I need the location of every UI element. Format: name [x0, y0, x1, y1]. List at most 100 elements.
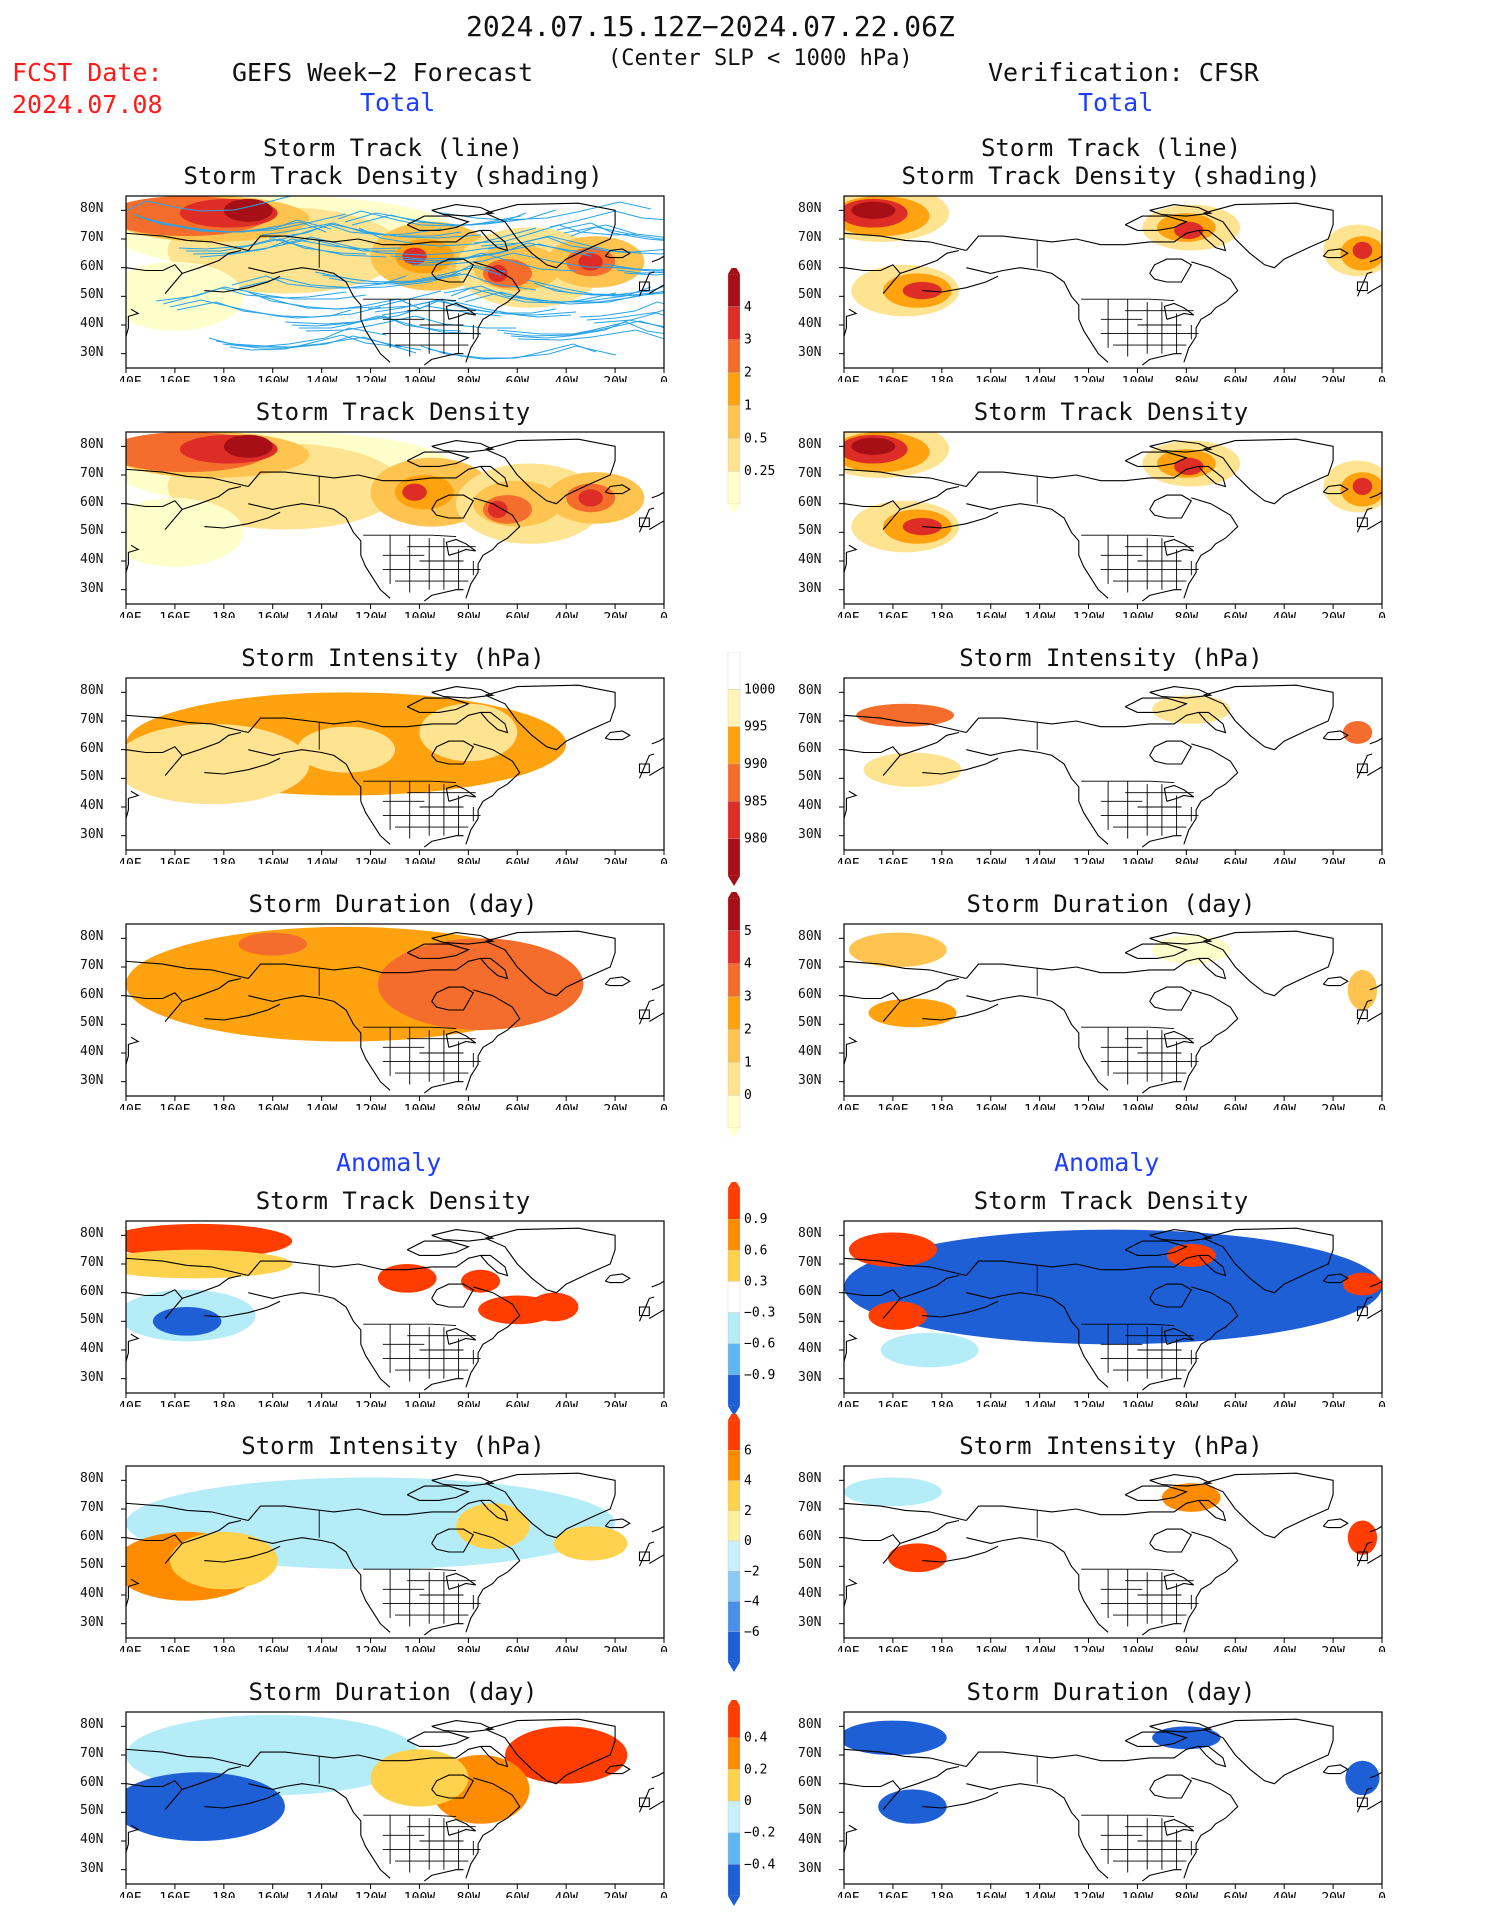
- coastline: [431, 740, 475, 765]
- colorbar-segment: [727, 1419, 741, 1451]
- coastline: [465, 1777, 521, 1879]
- lat-tick-label: 30N: [798, 826, 822, 842]
- lat-tick-label: 70N: [798, 1746, 822, 1761]
- coastline: [638, 1797, 650, 1808]
- shading-area: [402, 483, 427, 501]
- colorbar-label: 995: [744, 720, 767, 735]
- storm-track-line: [284, 305, 502, 325]
- coastline: [1141, 589, 1182, 602]
- colorbar-label: 990: [744, 757, 767, 772]
- shading-area: [851, 201, 896, 219]
- coastline: [431, 1720, 495, 1733]
- lon-tick-label: 160W: [257, 857, 288, 864]
- lon-tick-label: 80W: [457, 1891, 481, 1898]
- colorbar-label: 0: [744, 1088, 752, 1103]
- coastline: [1369, 1525, 1382, 1533]
- lon-tick-label: 80W: [457, 375, 481, 382]
- lon-tick-label: 80W: [1175, 857, 1199, 864]
- map-plot: 140E 160E 180 160W 140W 120W 100W 80W 60W 40W 20W 0: [110, 431, 668, 626]
- coastline: [900, 249, 960, 274]
- colorbar-segment: [727, 1187, 741, 1220]
- lon-tick-label: 40W: [1272, 611, 1296, 618]
- slp-subtitle: (Center SLP < 1000 hPa): [608, 46, 913, 71]
- intensity-colorbar: 1000 995 990 985 980: [727, 646, 775, 886]
- storm-track-line: [556, 222, 664, 241]
- lon-tick-label: 140W: [306, 375, 337, 382]
- panel-title: Storm Intensity (hPa): [959, 644, 1263, 672]
- coastline: [1183, 989, 1239, 1091]
- map-plot: 140E 160E 180 160W 140W 120W 100W 80W 60W 40W 20W 0: [828, 1465, 1386, 1660]
- lon-tick-label: 120W: [355, 1645, 386, 1652]
- coastline: [900, 1274, 960, 1299]
- coastline: [1369, 255, 1382, 263]
- coastline: [1183, 1531, 1239, 1633]
- lon-tick-label: 40W: [554, 1103, 578, 1110]
- lat-tick-label: 50N: [798, 523, 822, 539]
- lat-tick-label: 40N: [80, 798, 104, 813]
- coastline: [844, 1824, 858, 1853]
- lon-tick-label: 160W: [257, 611, 288, 618]
- anom-intensity-colorbar: 6 4 2 0 −2 −4 −6: [727, 1414, 760, 1672]
- coastline: [638, 1296, 655, 1322]
- lat-tick-label: 80N: [798, 201, 822, 217]
- colorbar-segment: [727, 1800, 741, 1833]
- anomaly-label-left: Anomaly: [336, 1148, 442, 1177]
- lon-tick-label: 40W: [1272, 1103, 1296, 1110]
- lon-tick-label: 160E: [877, 857, 908, 864]
- map-plot: 140E 160E 180 160W 140W 120W 100W 80W 60W 40W 20W 0: [828, 1220, 1386, 1415]
- lon-tick-label: 160W: [975, 857, 1006, 864]
- lon-tick-label: 180: [212, 611, 235, 618]
- colorbar-segment: [727, 372, 741, 406]
- shading-area: [223, 434, 273, 458]
- coastline: [1322, 1273, 1349, 1284]
- coastline: [431, 932, 495, 945]
- lat-tick-label: 70N: [798, 712, 822, 727]
- coastline: [844, 500, 901, 530]
- coastline: [965, 229, 1199, 251]
- shading-area: [1345, 1760, 1380, 1796]
- coastline: [1124, 215, 1188, 231]
- coastline: [844, 790, 858, 819]
- lat-tick-label: 40N: [798, 316, 822, 331]
- colorbar-label: 0.25: [744, 464, 775, 479]
- coastline: [922, 1791, 999, 1809]
- coastline: [126, 1534, 183, 1564]
- colorbar-segment: [727, 996, 741, 1030]
- lat-tick-label: 70N: [798, 958, 822, 973]
- panel-title: Storm Duration (day): [966, 1678, 1256, 1706]
- lon-tick-label: 160E: [159, 611, 190, 618]
- storm-track-line: [337, 210, 522, 227]
- coastline: [1356, 281, 1368, 292]
- lon-tick-label: 140E: [838, 857, 860, 864]
- coastline: [1369, 1771, 1382, 1779]
- coastline: [431, 1774, 475, 1799]
- lat-tick-label: 50N: [798, 769, 822, 785]
- coastline: [445, 1030, 477, 1048]
- lon-tick-label: 140E: [120, 1891, 142, 1898]
- lat-tick-label: 60N: [798, 1283, 822, 1299]
- coastline: [126, 232, 249, 252]
- lon-tick-label: 140E: [120, 375, 142, 382]
- coastline: [965, 957, 1199, 979]
- coastline: [922, 275, 999, 293]
- duration-colorbar: 5 4 3 2 1 0: [727, 892, 752, 1138]
- storm-track-line: [609, 266, 664, 272]
- lat-tick-label: 70N: [798, 1255, 822, 1270]
- shading-area: [844, 1229, 1382, 1345]
- lon-tick-label: 140W: [1024, 1891, 1055, 1898]
- lon-tick-label: 180: [212, 375, 235, 382]
- coastline: [1149, 1720, 1213, 1733]
- shading-area: [456, 1503, 530, 1550]
- lon-tick-label: 0: [660, 375, 668, 382]
- colorbar-label: −0.2: [744, 1826, 775, 1841]
- shading-area: [126, 261, 244, 331]
- coastline: [1149, 1528, 1193, 1553]
- coastline: [965, 711, 1199, 733]
- coastline: [1322, 1764, 1349, 1775]
- coastline: [204, 511, 281, 529]
- colorbar-segment: [727, 1601, 741, 1632]
- coastline: [844, 960, 967, 980]
- verification-map-panel: Storm Intensity (hPa) 140E 160E 180 160W 140W…: [798, 644, 1398, 872]
- lat-tick-label: 40N: [798, 798, 822, 813]
- colorbar-label: 980: [744, 832, 767, 847]
